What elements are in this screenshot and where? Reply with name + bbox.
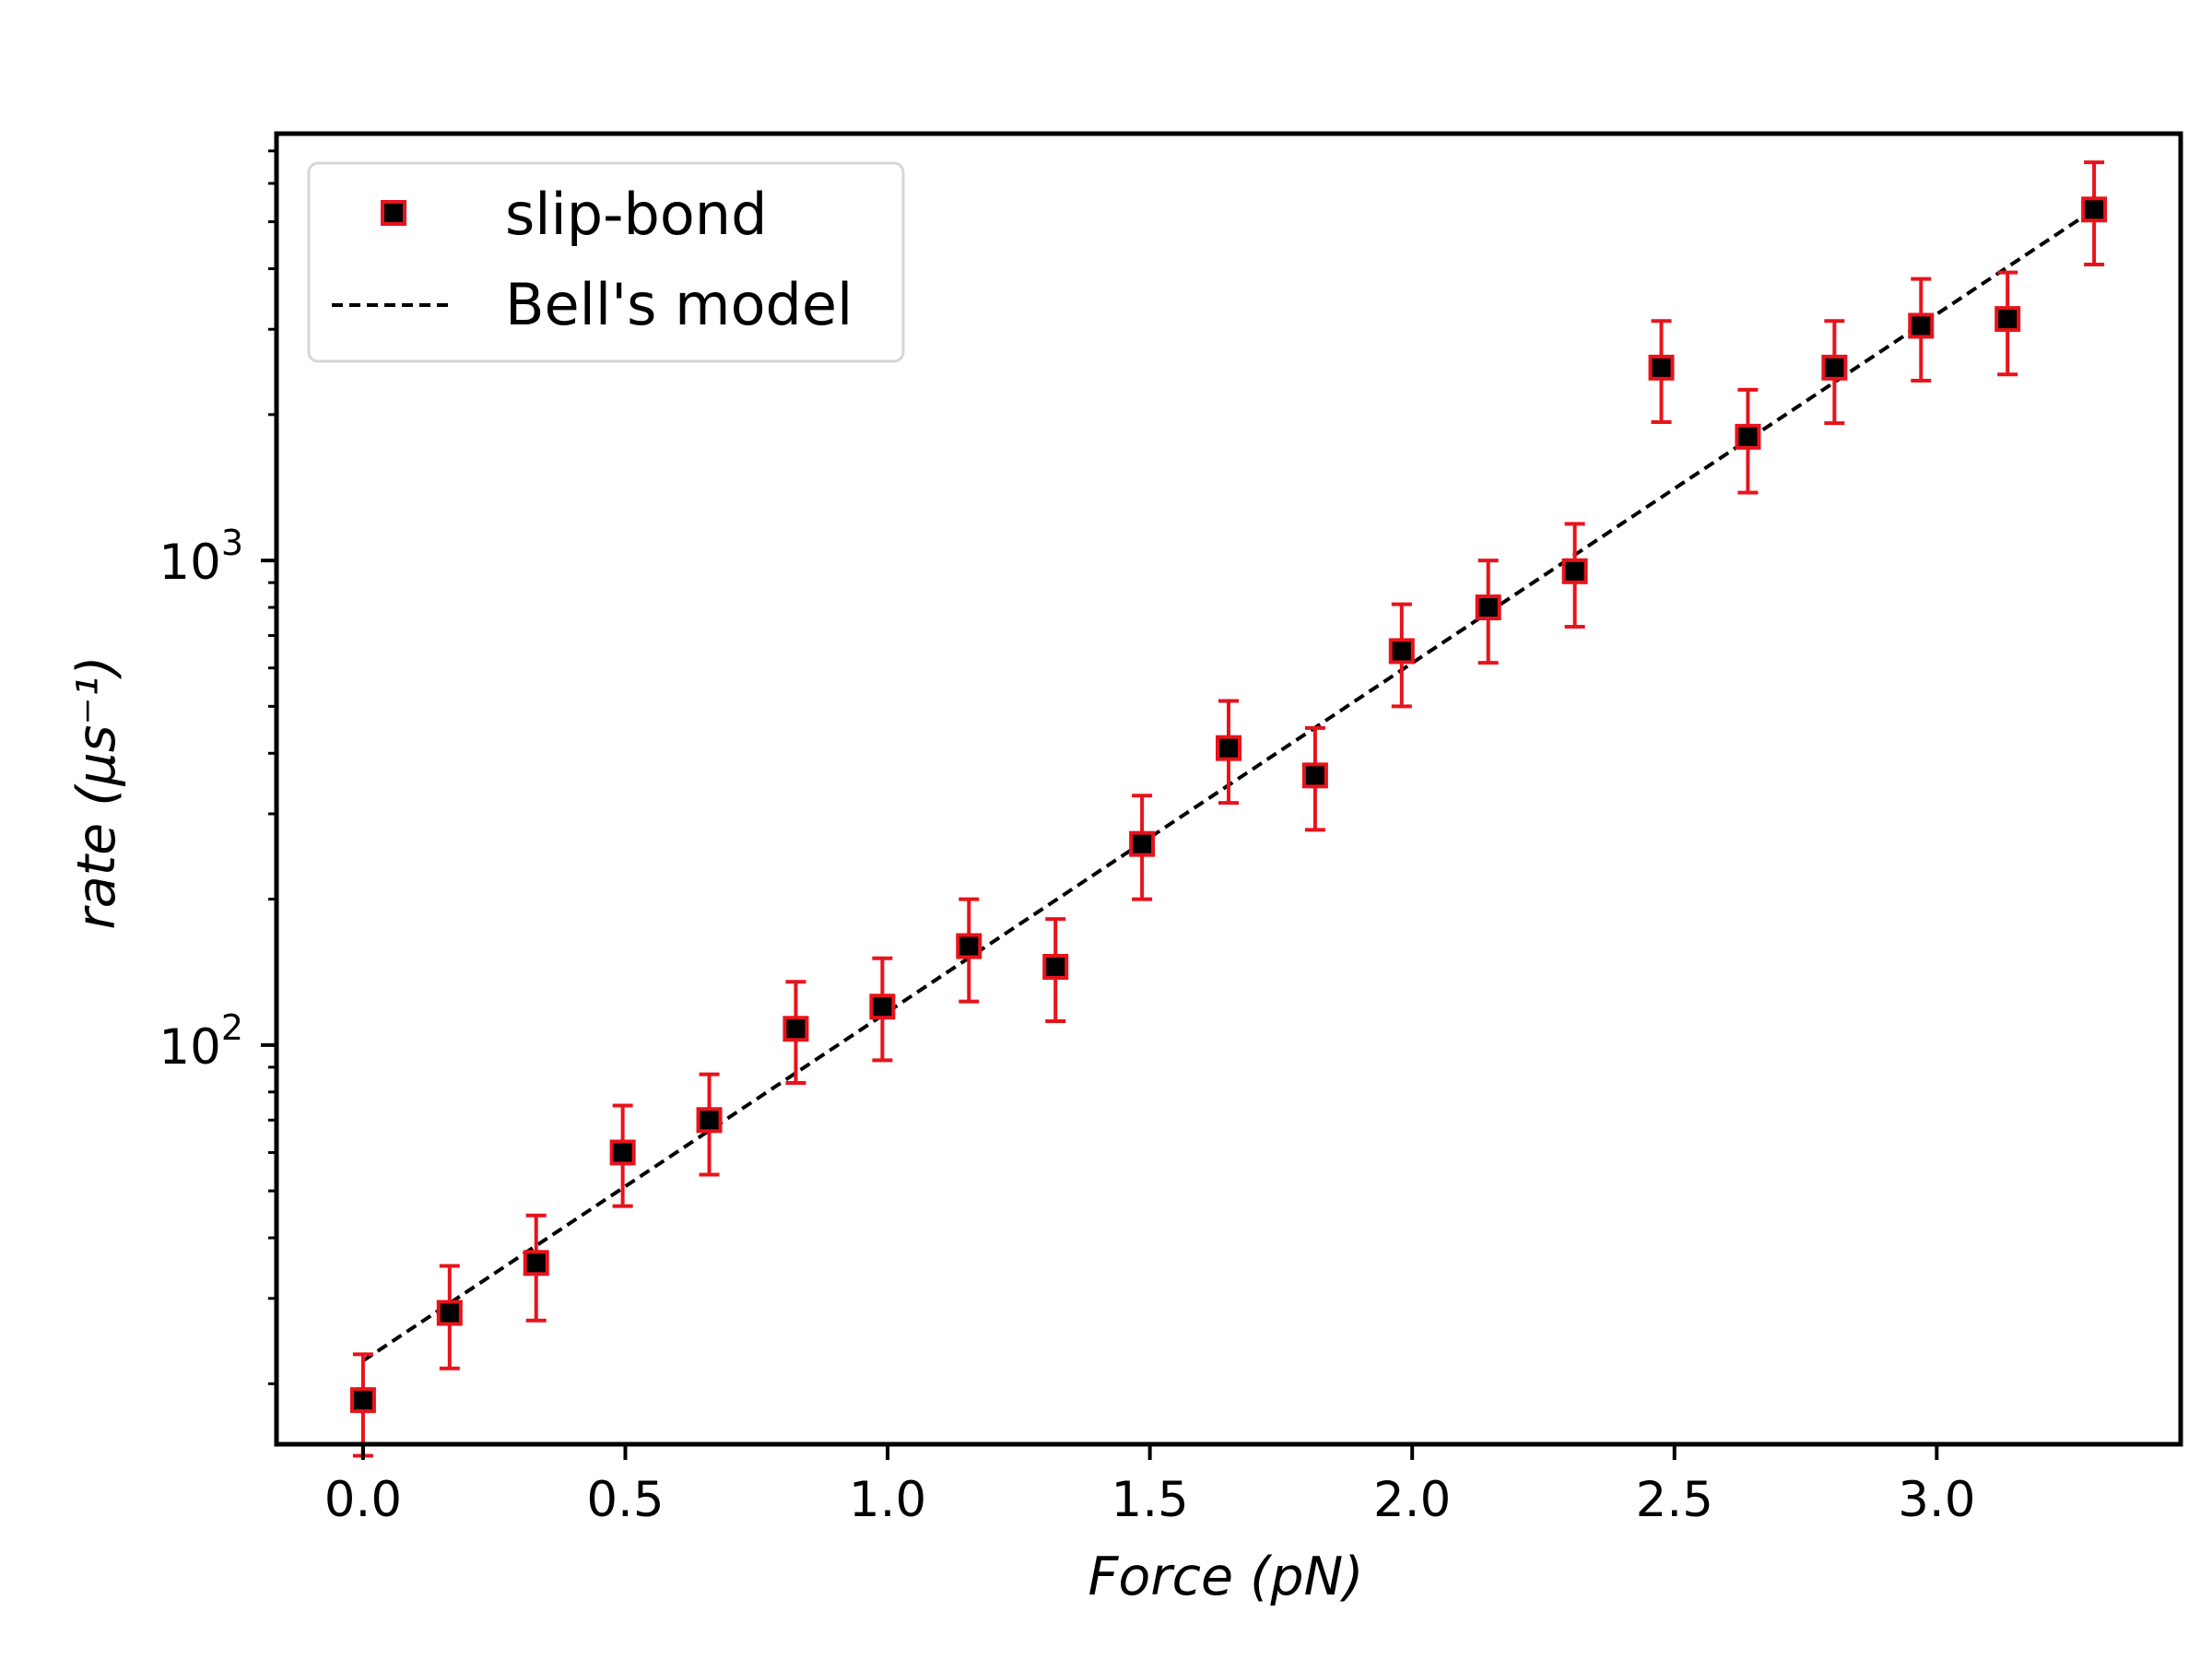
x-tick-label: 3.0	[1898, 1472, 1975, 1528]
x-tick-label: 2.5	[1636, 1472, 1713, 1528]
data-point	[1129, 830, 1156, 857]
data-point	[1648, 354, 1675, 381]
x-tick-label: 2.0	[1373, 1472, 1451, 1528]
legend: slip-bond Bell's model	[307, 161, 905, 363]
data-point	[782, 1016, 809, 1042]
data-point	[1042, 953, 1069, 980]
data-point	[1475, 594, 1501, 621]
plot-area	[349, 160, 2108, 1458]
y-axis-ticks: 102 103	[159, 149, 276, 1385]
legend-marker-slip-bond	[381, 200, 406, 226]
data-point	[1301, 762, 1328, 789]
legend-label-bells-model: Bell's model	[505, 271, 853, 338]
data-point	[1908, 312, 1935, 339]
marker-layer	[349, 196, 2108, 1414]
x-tick-label: 1.5	[1111, 1472, 1188, 1528]
axes-frame	[274, 131, 2183, 1447]
legend-box	[307, 161, 905, 363]
data-point	[1216, 735, 1241, 761]
x-tick-label: 0.5	[586, 1472, 664, 1528]
x-axis-ticks: 0.0 0.5 1.0 1.5 2.0 2.5 3.0	[324, 1444, 1975, 1528]
data-point	[1994, 306, 2021, 333]
data-point	[1561, 558, 1588, 584]
data-point	[349, 1387, 376, 1414]
y-axis-label: rate (μs⁻¹)	[66, 655, 127, 929]
data-point	[1388, 638, 1415, 665]
y-tick-label: 102	[159, 1007, 243, 1076]
x-tick-label: 0.0	[324, 1472, 402, 1528]
y-tick-label: 103	[159, 523, 243, 591]
data-point	[436, 1300, 463, 1326]
data-point	[2081, 196, 2108, 223]
x-axis-label: Force (pN)	[1088, 1547, 1364, 1607]
data-point	[869, 994, 896, 1020]
data-point	[1735, 423, 1761, 450]
data-point	[1821, 354, 1848, 381]
x-tick-label: 1.0	[849, 1472, 926, 1528]
data-point	[523, 1250, 549, 1277]
legend-label-slip-bond: slip-bond	[505, 181, 767, 248]
data-point	[956, 933, 982, 959]
data-point	[696, 1107, 723, 1134]
data-point	[609, 1139, 636, 1166]
